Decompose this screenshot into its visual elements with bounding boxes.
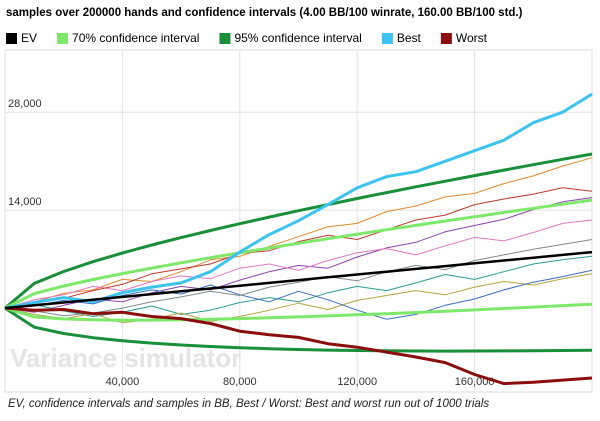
- sample-line: [4, 273, 593, 324]
- sample-line: [4, 157, 593, 309]
- x-tick-label: 40,000: [106, 376, 140, 388]
- x-tick-label: 80,000: [223, 376, 257, 388]
- legend-label: 70% confidence interval: [72, 31, 199, 45]
- legend-label: EV: [21, 31, 37, 45]
- extreme-line: [4, 306, 593, 386]
- legend-label: Best: [397, 31, 422, 45]
- watermark: Variance simulator: [10, 343, 241, 373]
- ci-upper-line: [4, 198, 593, 310]
- legend-swatch: [440, 33, 452, 44]
- caption: EV, confidence intervals and samples in …: [8, 398, 489, 410]
- sample-line: [4, 269, 593, 320]
- chart-title: samples over 200000 hands and confidence…: [6, 7, 523, 19]
- ci-lower-line: [4, 302, 593, 322]
- ci-upper-line: [4, 152, 593, 310]
- legend-swatch: [57, 33, 69, 44]
- legend: EV 70% confidence interval 95% confidence …: [6, 31, 488, 45]
- legend-label: 95% confidence interval: [234, 31, 361, 45]
- sample-line: [4, 239, 593, 317]
- legend-swatch: [6, 33, 17, 44]
- y-tick-label: 28,000: [8, 98, 42, 110]
- legend-label: Worst: [456, 31, 488, 45]
- ci-lower-line: [4, 306, 593, 353]
- sample-line: [4, 255, 593, 317]
- legend-swatch: [219, 33, 231, 44]
- legend-swatch: [381, 33, 393, 44]
- ev-line: [4, 250, 593, 310]
- sample-line: [4, 187, 593, 309]
- sample-line: [4, 219, 593, 309]
- x-tick-label: 120,000: [337, 376, 377, 388]
- y-tick-label: 14,000: [8, 196, 42, 208]
